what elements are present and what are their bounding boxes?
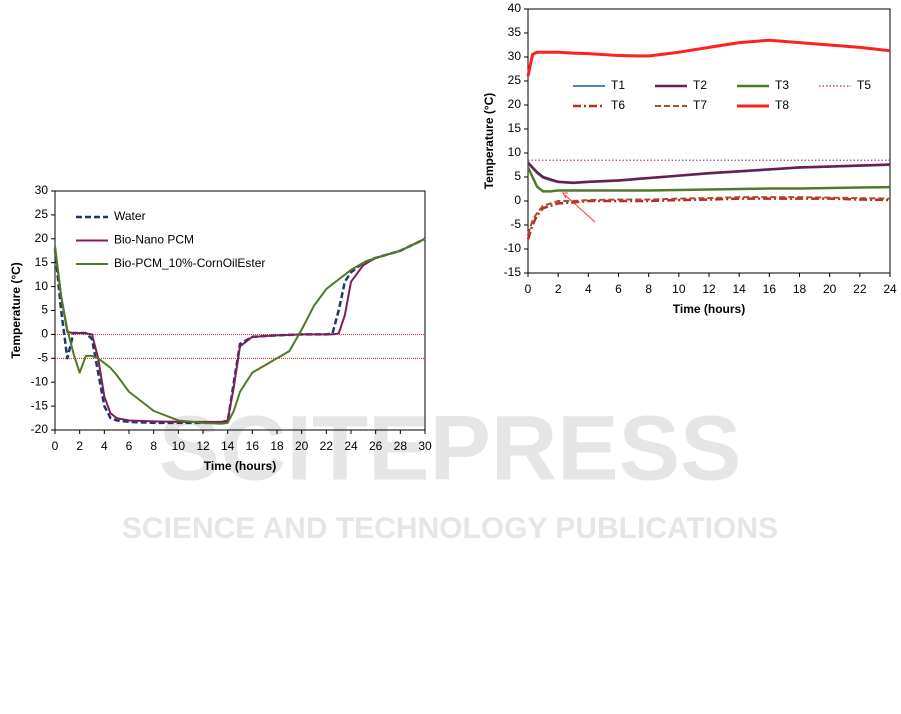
legend-label: Water xyxy=(114,209,146,223)
x-tick-label: 8 xyxy=(645,282,652,296)
x-tick-label: 8 xyxy=(150,439,157,453)
series-line xyxy=(54,237,426,425)
x-tick-label: 20 xyxy=(823,282,837,296)
y-tick-label: 20 xyxy=(35,231,49,245)
y-tick-label: -10 xyxy=(504,241,522,255)
x-tick-label: 10 xyxy=(672,282,686,296)
x-tick-label: 12 xyxy=(196,439,210,453)
x-tick-label: 10 xyxy=(172,439,186,453)
x-tick-label: 28 xyxy=(394,439,408,453)
y-tick-label: -15 xyxy=(504,265,522,279)
legend-label: T7 xyxy=(693,98,707,112)
series-line xyxy=(526,197,891,240)
y-tick-label: 10 xyxy=(35,279,49,293)
legend-label: T2 xyxy=(693,78,707,92)
y-tick-label: 5 xyxy=(41,303,48,317)
legend-label: T5 xyxy=(857,78,871,92)
y-tick-label: 30 xyxy=(35,183,49,197)
watermark-title: SCITEPRESS xyxy=(159,397,742,499)
series-line xyxy=(54,237,426,423)
y-tick-label: -10 xyxy=(31,374,49,388)
annotation-arrowhead xyxy=(562,192,568,199)
legend-label: Bio-Nano PCM xyxy=(114,233,194,247)
x-tick-label: 18 xyxy=(793,282,807,296)
x-tick-label: 22 xyxy=(320,439,334,453)
x-tick-label: 24 xyxy=(883,282,897,296)
series-line xyxy=(527,196,891,235)
x-tick-label: 16 xyxy=(246,439,260,453)
x-tick-label: 4 xyxy=(585,282,592,296)
legend-label: Bio-PCM_10%-CornOilEster xyxy=(114,256,265,270)
y-tick-label: 25 xyxy=(35,207,49,221)
watermark-subtitle: SCIENCE AND TECHNOLOGY PUBLICATIONS xyxy=(122,512,778,545)
series-line xyxy=(526,166,891,193)
y-tick-label: -20 xyxy=(31,422,49,436)
y-tick-label: 10 xyxy=(508,145,522,159)
x-tick-label: 30 xyxy=(418,439,432,453)
y-tick-label: -15 xyxy=(31,398,49,412)
y-tick-label: 35 xyxy=(508,25,522,39)
x-tick-label: 20 xyxy=(295,439,309,453)
y-tick-label: -5 xyxy=(510,217,521,231)
y-tick-label: 0 xyxy=(41,327,48,341)
x-tick-label: 14 xyxy=(221,439,235,453)
x-tick-label: 2 xyxy=(555,282,562,296)
y-tick-label: 0 xyxy=(514,193,521,207)
legend-label: T6 xyxy=(611,98,625,112)
y-tick-label: 15 xyxy=(35,255,49,269)
legend-label: T8 xyxy=(775,98,789,112)
y-tick-label: 25 xyxy=(508,73,522,87)
legend-label: T3 xyxy=(775,78,789,92)
x-tick-label: 26 xyxy=(369,439,383,453)
x-tick-label: 0 xyxy=(52,439,59,453)
x-tick-label: 6 xyxy=(126,439,133,453)
x-tick-label: 16 xyxy=(763,282,777,296)
x-tick-label: 6 xyxy=(615,282,622,296)
y-axis-label: Temperature (°C) xyxy=(9,262,23,359)
y-tick-label: 30 xyxy=(508,49,522,63)
x-tick-label: 12 xyxy=(702,282,716,296)
y-tick-label: 5 xyxy=(514,169,521,183)
annotation-arrow xyxy=(564,194,596,223)
y-tick-label: 15 xyxy=(508,121,522,135)
series-line xyxy=(527,161,891,185)
x-axis-label: Time (hours) xyxy=(204,459,276,473)
series-line xyxy=(526,38,891,77)
x-tick-label: 0 xyxy=(525,282,532,296)
x-tick-label: 2 xyxy=(76,439,83,453)
x-tick-label: 14 xyxy=(732,282,746,296)
x-tick-label: 4 xyxy=(101,439,108,453)
y-axis-label: Temperature (°C) xyxy=(482,93,496,190)
legend-label: T1 xyxy=(611,78,625,92)
y-tick-label: 20 xyxy=(508,97,522,111)
x-tick-label: 18 xyxy=(270,439,284,453)
x-tick-label: 24 xyxy=(344,439,358,453)
y-tick-label: 40 xyxy=(508,1,522,15)
x-tick-label: 22 xyxy=(853,282,867,296)
x-axis-label: Time (hours) xyxy=(673,302,745,316)
y-tick-label: -5 xyxy=(37,350,48,364)
